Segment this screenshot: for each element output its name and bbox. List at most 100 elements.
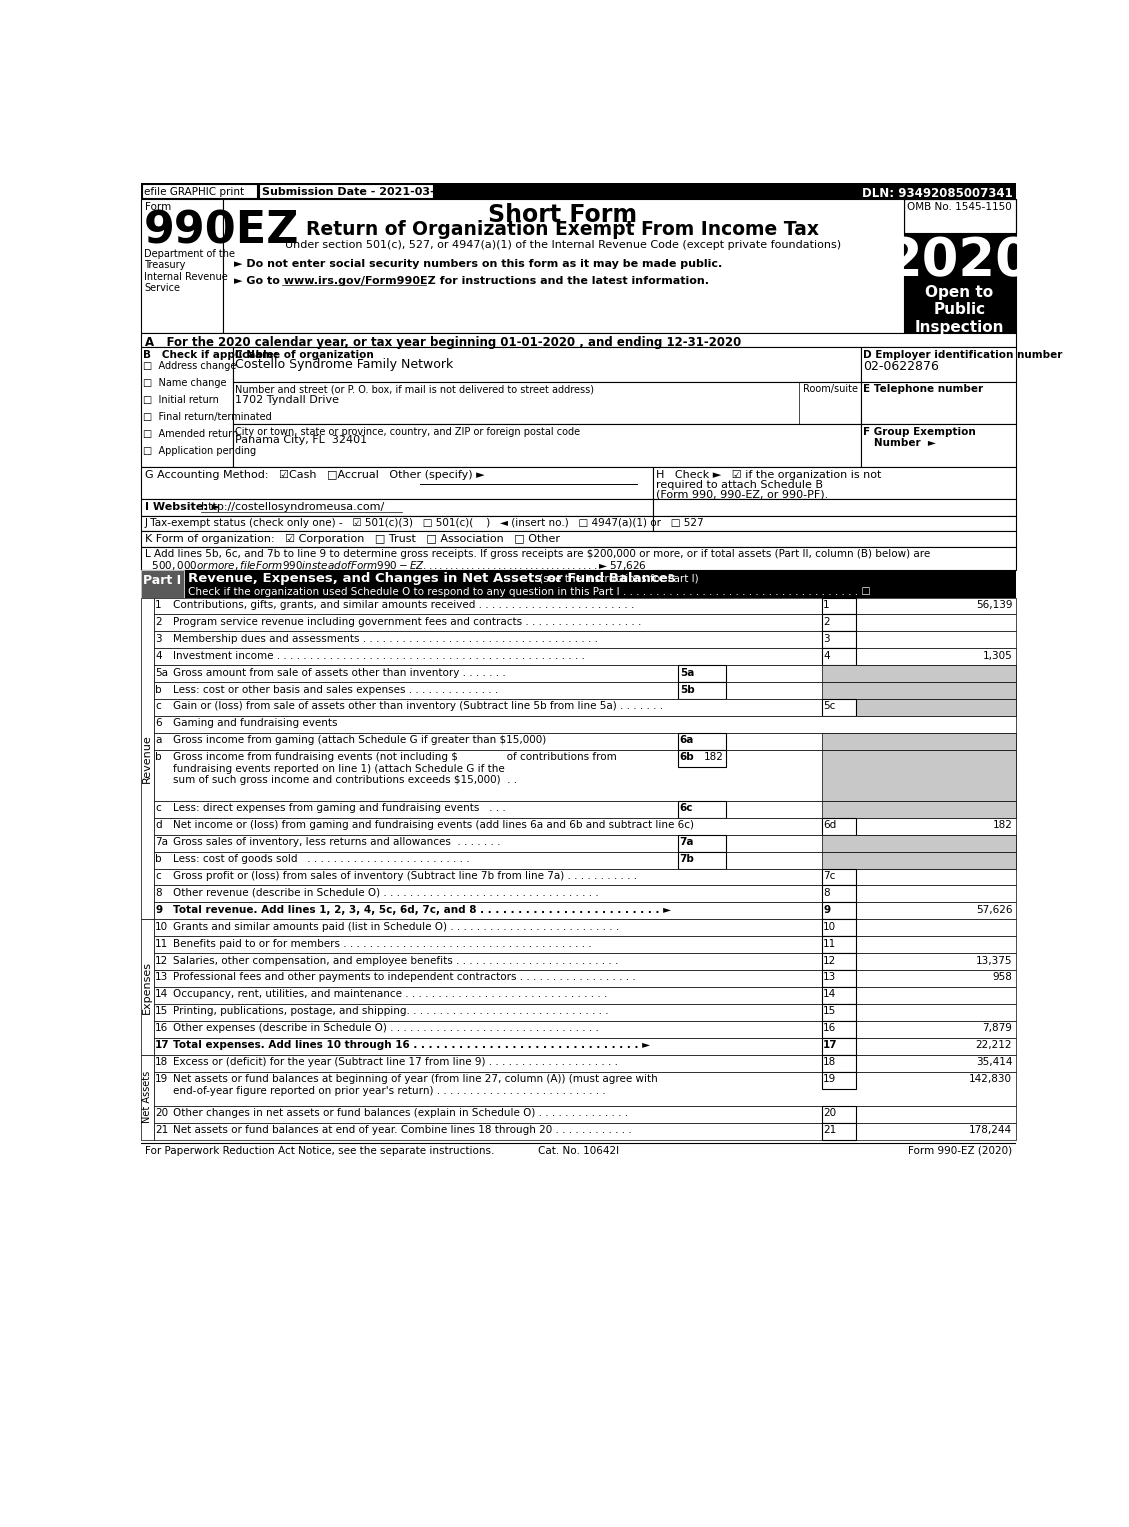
Bar — [903, 279, 1016, 348]
Text: Open to
Public
Inspection: Open to Public Inspection — [914, 286, 1005, 334]
Text: Short Form: Short Form — [488, 203, 637, 228]
Text: Revenue: Revenue — [142, 734, 152, 783]
Text: c: c — [155, 803, 160, 812]
Text: Total revenue. Add lines 1, 2, 3, 4, 5c, 6d, 7c, and 8 . . . . . . . . . . . . .: Total revenue. Add lines 1, 2, 3, 4, 5c,… — [173, 904, 671, 915]
Bar — [233, 382, 861, 425]
Bar — [154, 800, 1016, 818]
Bar — [141, 467, 653, 499]
Text: c: c — [155, 870, 160, 881]
Bar — [822, 649, 857, 666]
Text: 10: 10 — [823, 922, 837, 931]
Text: Net assets or fund balances at beginning of year (from line 27, column (A)) (mus: Net assets or fund balances at beginning… — [173, 1073, 658, 1096]
Bar — [822, 1122, 857, 1139]
Bar — [822, 1072, 857, 1089]
Text: 13: 13 — [155, 973, 168, 982]
Text: Membership dues and assessments . . . . . . . . . . . . . . . . . . . . . . . . : Membership dues and assessments . . . . … — [173, 634, 598, 644]
Text: 5a: 5a — [155, 667, 168, 678]
Bar — [154, 986, 1016, 1005]
Text: 35,414: 35,414 — [975, 1057, 1013, 1067]
Bar — [142, 185, 256, 199]
Text: City or town, state or province, country, and ZIP or foreign postal code: City or town, state or province, country… — [235, 426, 580, 437]
Text: 9: 9 — [155, 904, 163, 915]
Bar — [154, 614, 1016, 631]
Text: 8: 8 — [823, 887, 830, 898]
Text: 17: 17 — [155, 1040, 169, 1051]
Text: K Form of organization:   ☑ Corporation   □ Trust   □ Association   □ Other: K Form of organization: ☑ Corporation □ … — [145, 534, 560, 545]
Text: 14: 14 — [823, 989, 837, 1000]
Bar — [679, 800, 726, 818]
Bar — [903, 234, 1016, 279]
Text: Department of the
Treasury
Internal Revenue
Service: Department of the Treasury Internal Reve… — [145, 249, 235, 293]
Bar — [154, 649, 1016, 666]
Text: ► Go to www.irs.gov/Form990EZ for instructions and the latest information.: ► Go to www.irs.gov/Form990EZ for instru… — [234, 276, 709, 286]
Text: Gross amount from sale of assets other than inventory . . . . . . .: Gross amount from sale of assets other t… — [173, 667, 506, 678]
Bar — [679, 750, 726, 767]
Text: Costello Syndrome Family Network: Costello Syndrome Family Network — [235, 357, 453, 371]
Text: required to attach Schedule B: required to attach Schedule B — [656, 481, 823, 490]
Text: L Add lines 5b, 6c, and 7b to line 9 to determine gross receipts. If gross recei: L Add lines 5b, 6c, and 7b to line 9 to … — [145, 550, 930, 559]
Bar — [822, 750, 1016, 800]
Text: C Name of organization: C Name of organization — [235, 350, 374, 359]
Text: Occupancy, rent, utilities, and maintenance . . . . . . . . . . . . . . . . . . : Occupancy, rent, utilities, and maintena… — [173, 989, 607, 1000]
Text: 142,830: 142,830 — [969, 1073, 1013, 1084]
Text: ► Do not enter social security numbers on this form as it may be made public.: ► Do not enter social security numbers o… — [234, 258, 723, 269]
Text: Gross profit or (loss) from sales of inventory (Subtract line 7b from line 7a) .: Gross profit or (loss) from sales of inv… — [173, 870, 637, 881]
Text: Total expenses. Add lines 10 through 16 . . . . . . . . . . . . . . . . . . . . : Total expenses. Add lines 10 through 16 … — [173, 1040, 650, 1051]
Text: Printing, publications, postage, and shipping. . . . . . . . . . . . . . . . . .: Printing, publications, postage, and shi… — [173, 1006, 609, 1017]
Text: 22,212: 22,212 — [975, 1040, 1013, 1051]
Text: 18: 18 — [823, 1057, 837, 1067]
Text: Form: Form — [145, 202, 172, 212]
Text: 6b: 6b — [680, 753, 694, 762]
Bar — [653, 467, 1016, 499]
Text: 13,375: 13,375 — [975, 956, 1013, 965]
Text: 16: 16 — [155, 1023, 168, 1034]
Bar — [154, 1005, 1016, 1022]
Text: 18: 18 — [155, 1057, 168, 1067]
Bar — [154, 1072, 1016, 1106]
Text: 15: 15 — [155, 1006, 168, 1017]
Text: 6c: 6c — [680, 803, 693, 812]
Text: d: d — [155, 820, 161, 831]
Bar — [233, 347, 861, 382]
Text: 19: 19 — [155, 1073, 168, 1084]
Text: 11: 11 — [155, 939, 168, 948]
Text: Gross income from gaming (attach Schedule G if greater than $15,000): Gross income from gaming (attach Schedul… — [173, 736, 546, 745]
Bar — [141, 1055, 154, 1139]
Text: (Form 990, 990-EZ, or 990-PF).: (Form 990, 990-EZ, or 990-PF). — [656, 490, 829, 499]
Text: Salaries, other compensation, and employee benefits . . . . . . . . . . . . . . : Salaries, other compensation, and employ… — [173, 956, 619, 965]
Bar — [233, 425, 861, 467]
Bar — [141, 531, 1016, 547]
Text: 178,244: 178,244 — [969, 1125, 1013, 1135]
Text: 5a: 5a — [680, 667, 694, 678]
Bar — [154, 936, 1016, 953]
Text: J Tax-exempt status (check only one) -   ☑ 501(c)(3)   □ 501(c)(    )   ◄ (inser: J Tax-exempt status (check only one) - ☑… — [145, 518, 704, 528]
Bar — [903, 199, 1016, 333]
Bar — [154, 597, 1016, 614]
Text: 17: 17 — [823, 1040, 838, 1051]
Text: 1,305: 1,305 — [982, 651, 1013, 661]
Text: 5c: 5c — [823, 701, 835, 712]
Text: I Website: ►: I Website: ► — [145, 502, 220, 512]
Text: For Paperwork Reduction Act Notice, see the separate instructions.: For Paperwork Reduction Act Notice, see … — [145, 1145, 495, 1156]
Text: (see the instructions for Part I): (see the instructions for Part I) — [536, 574, 699, 583]
Bar — [154, 970, 1016, 986]
Bar — [154, 886, 1016, 902]
Bar — [154, 683, 1016, 699]
Bar — [154, 835, 1016, 852]
Text: 7a: 7a — [155, 837, 168, 847]
Bar — [822, 902, 857, 919]
Text: Gross income from fundraising events (not including $               of contribut: Gross income from fundraising events (no… — [173, 753, 616, 785]
Bar — [822, 666, 1016, 683]
Bar — [141, 919, 154, 1055]
Text: Room/suite: Room/suite — [803, 385, 858, 394]
Text: 7a: 7a — [680, 837, 694, 847]
Text: Cat. No. 10642I: Cat. No. 10642I — [537, 1145, 619, 1156]
Bar — [154, 1122, 1016, 1139]
Bar — [679, 733, 726, 750]
Text: Less: cost of goods sold   . . . . . . . . . . . . . . . . . . . . . . . . .: Less: cost of goods sold . . . . . . . .… — [173, 854, 470, 864]
Text: 5b: 5b — [680, 684, 694, 695]
Text: 13: 13 — [823, 973, 837, 982]
Text: b: b — [155, 684, 161, 695]
Text: 11: 11 — [823, 939, 837, 948]
Bar — [822, 1022, 857, 1038]
